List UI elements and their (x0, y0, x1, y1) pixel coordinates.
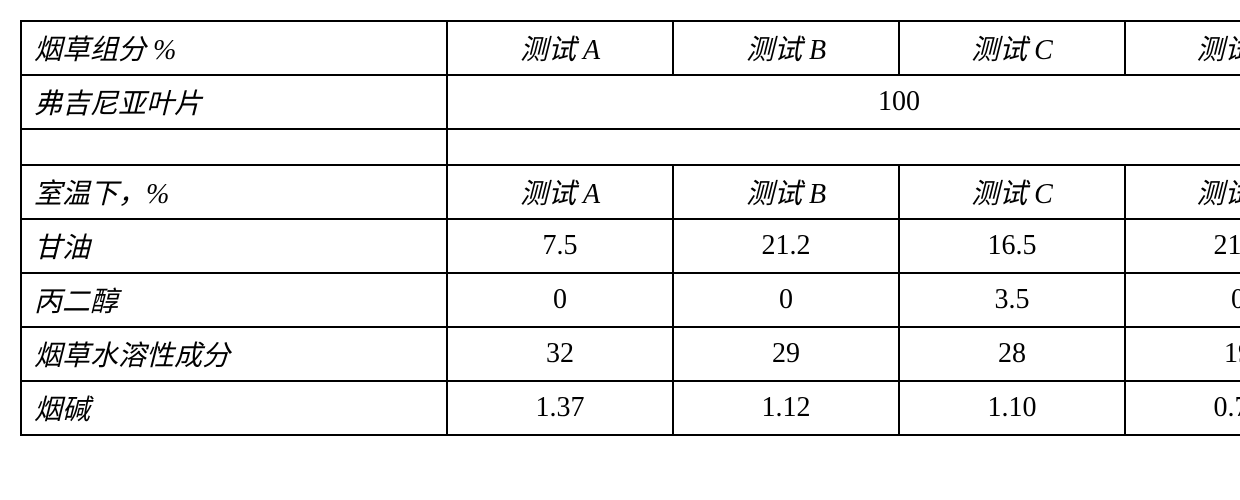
nicotine-val-d: 0.71 (1125, 381, 1240, 435)
section1-header-col-c: 测试 C (899, 21, 1125, 75)
water-soluble-val-c: 28 (899, 327, 1125, 381)
data-table: 烟草组分 % 测试 A 测试 B 测试 C 测试 D 弗吉尼亚叶片 100 室温… (20, 20, 1240, 436)
section2-header-label: 室温下，% (21, 165, 447, 219)
water-soluble-val-d: 19 (1125, 327, 1240, 381)
glycerin-val-c: 16.5 (899, 219, 1125, 273)
nicotine-val-a: 1.37 (447, 381, 673, 435)
section1-row-virginia: 弗吉尼亚叶片 100 (21, 75, 1240, 129)
section2-header-col-d: 测试 D (1125, 165, 1240, 219)
section2-header-row: 室温下，% 测试 A 测试 B 测试 C 测试 D (21, 165, 1240, 219)
nicotine-val-b: 1.12 (673, 381, 899, 435)
spacer-row (21, 129, 1240, 165)
table-row: 甘油 7.5 21.2 16.5 21.8 (21, 219, 1240, 273)
table-row: 丙二醇 0 0 3.5 0 (21, 273, 1240, 327)
table-row: 烟碱 1.37 1.12 1.10 0.71 (21, 381, 1240, 435)
section1-header-col-a: 测试 A (447, 21, 673, 75)
spacer-label (21, 129, 447, 165)
section2-header-col-b: 测试 B (673, 165, 899, 219)
glycerin-val-a: 7.5 (447, 219, 673, 273)
section2-header-col-c: 测试 C (899, 165, 1125, 219)
section1-header-col-b: 测试 B (673, 21, 899, 75)
section1-header-label: 烟草组分 % (21, 21, 447, 75)
propylene-glycol-val-d: 0 (1125, 273, 1240, 327)
spacer-value (447, 129, 1240, 165)
propylene-glycol-val-b: 0 (673, 273, 899, 327)
glycerin-label: 甘油 (21, 219, 447, 273)
nicotine-label: 烟碱 (21, 381, 447, 435)
table-row: 烟草水溶性成分 32 29 28 19 (21, 327, 1240, 381)
glycerin-val-b: 21.2 (673, 219, 899, 273)
section2-header-col-a: 测试 A (447, 165, 673, 219)
section1-header-col-d: 测试 D (1125, 21, 1240, 75)
water-soluble-label: 烟草水溶性成分 (21, 327, 447, 381)
water-soluble-val-b: 29 (673, 327, 899, 381)
glycerin-val-d: 21.8 (1125, 219, 1240, 273)
water-soluble-val-a: 32 (447, 327, 673, 381)
virginia-leaf-value: 100 (447, 75, 1240, 129)
propylene-glycol-label: 丙二醇 (21, 273, 447, 327)
propylene-glycol-val-c: 3.5 (899, 273, 1125, 327)
nicotine-val-c: 1.10 (899, 381, 1125, 435)
virginia-leaf-label: 弗吉尼亚叶片 (21, 75, 447, 129)
propylene-glycol-val-a: 0 (447, 273, 673, 327)
section1-header-row: 烟草组分 % 测试 A 测试 B 测试 C 测试 D (21, 21, 1240, 75)
